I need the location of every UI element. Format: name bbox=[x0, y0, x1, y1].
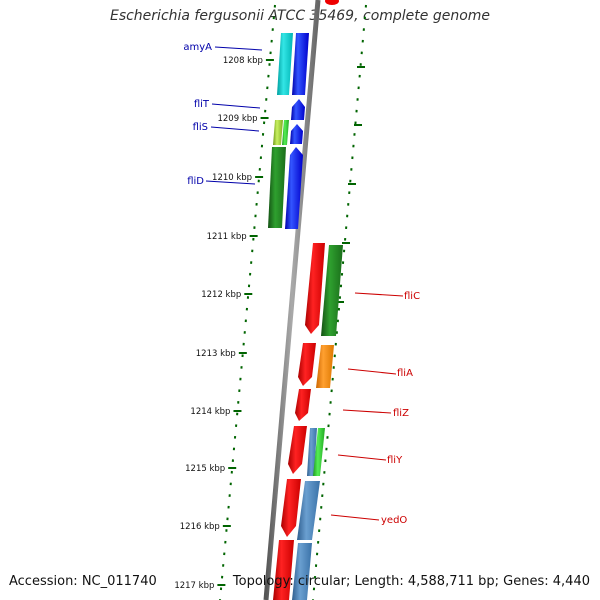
gene-fliA-red-feature bbox=[298, 343, 316, 386]
tick-label: 1213 kbp bbox=[196, 349, 236, 359]
gene-fliD-blue-feature bbox=[285, 147, 303, 229]
tick-label: 1212 kbp bbox=[201, 290, 241, 300]
gene-label-fliD: fliD bbox=[187, 176, 204, 187]
gene-labels: amyA fliT fliS fliD fliC fliA fliZ fliY … bbox=[183, 42, 420, 526]
tick-label: 1217 kbp bbox=[174, 581, 214, 591]
gene-fliD-feature bbox=[268, 147, 286, 228]
gene-fliC-feature bbox=[321, 245, 343, 336]
gene-bottom-steel-feature bbox=[292, 543, 312, 600]
gene-fliA-feature bbox=[316, 345, 334, 388]
tick-label: 1208 kbp bbox=[223, 56, 263, 66]
gene-amyA-feature bbox=[277, 33, 293, 95]
gene-label-fliT: fliT bbox=[194, 99, 210, 110]
gene-label-fliY: fliY bbox=[387, 455, 403, 466]
gene-fliZ-feature bbox=[295, 389, 311, 421]
gene-label-yedO: yedO bbox=[381, 515, 407, 526]
gene-fliT-feature bbox=[291, 99, 305, 120]
gene-fliC-red-feature bbox=[305, 243, 325, 334]
gene-label-amyA: amyA bbox=[183, 42, 212, 53]
backbone-line bbox=[263, 0, 321, 600]
genes-forward bbox=[273, 243, 343, 600]
gene-label-fliA: fliA bbox=[397, 368, 413, 379]
genes-reverse bbox=[268, 33, 309, 229]
tick-label: 1209 kbp bbox=[217, 114, 257, 124]
gene-yedO-red-feature bbox=[281, 479, 301, 537]
gene-amyA-pair-feature bbox=[292, 33, 309, 95]
tick-label: 1216 kbp bbox=[180, 522, 220, 532]
gene-fliS-blue-feature bbox=[290, 124, 303, 144]
tick-label: 1210 kbp bbox=[212, 173, 252, 183]
gene-fliS-green-feature bbox=[282, 120, 289, 145]
gene-label-fliZ: fliZ bbox=[393, 408, 409, 419]
accession-text: Accession: NC_011740 bbox=[9, 574, 157, 589]
gene-fliS-feature bbox=[273, 120, 283, 145]
top-edge-feature bbox=[325, 0, 339, 5]
gene-label-fliS: fliS bbox=[193, 122, 208, 133]
gene-label-fliC: fliC bbox=[404, 291, 420, 302]
dotted-guides bbox=[218, 4, 367, 600]
genome-summary-text: Topology: circular; Length: 4,588,711 bp… bbox=[232, 574, 590, 589]
tick-group: 1208 kbp 1209 kbp 1210 kbp 1211 kbp 1212 kbp… bbox=[174, 56, 274, 591]
leader-lines bbox=[205, 46, 404, 521]
tick-label: 1211 kbp bbox=[207, 232, 247, 242]
tick-label: 1215 kbp bbox=[185, 464, 225, 474]
gene-fliY-red-feature bbox=[288, 426, 307, 474]
tick-label: 1214 kbp bbox=[190, 407, 230, 417]
genome-title: Escherichia fergusonii ATCC 35469, compl… bbox=[109, 8, 491, 24]
gene-fliY-feature bbox=[313, 428, 325, 476]
gene-yedO-feature bbox=[297, 481, 320, 540]
gene-bottom-red-feature bbox=[273, 540, 294, 600]
